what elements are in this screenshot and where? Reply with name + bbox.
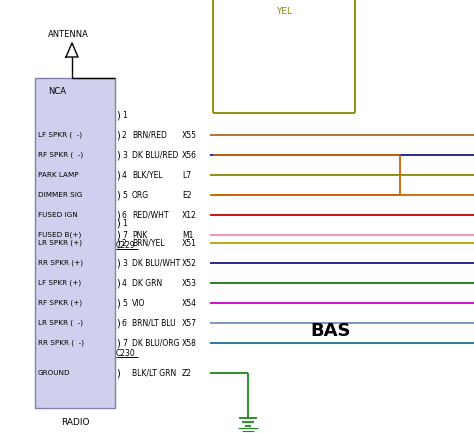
Text: YEL: YEL bbox=[276, 7, 292, 16]
Text: X12: X12 bbox=[182, 210, 197, 220]
Text: C230: C230 bbox=[116, 349, 136, 359]
Text: 6: 6 bbox=[122, 319, 127, 327]
Text: BRN/RED: BRN/RED bbox=[132, 130, 167, 139]
Text: 1: 1 bbox=[122, 110, 127, 120]
Text: RF SPKR (+): RF SPKR (+) bbox=[38, 300, 82, 306]
Text: 2: 2 bbox=[122, 130, 127, 139]
Text: RADIO: RADIO bbox=[61, 418, 89, 427]
Text: 2: 2 bbox=[122, 239, 127, 248]
Text: ANTENNA: ANTENNA bbox=[48, 30, 89, 39]
Text: RF SPKR (  -): RF SPKR ( -) bbox=[38, 152, 83, 158]
Text: BAS: BAS bbox=[310, 322, 350, 340]
Text: BRN/LT BLU: BRN/LT BLU bbox=[132, 319, 176, 327]
Text: FUSED B(+): FUSED B(+) bbox=[38, 232, 81, 238]
Text: 7: 7 bbox=[122, 339, 127, 348]
Text: ): ) bbox=[116, 318, 120, 328]
Text: LR SPKR (+): LR SPKR (+) bbox=[38, 240, 82, 246]
Text: X54: X54 bbox=[182, 298, 197, 307]
Text: LF SPKR (+): LF SPKR (+) bbox=[38, 280, 81, 286]
Text: 4: 4 bbox=[122, 171, 127, 180]
Text: GROUND: GROUND bbox=[38, 370, 71, 376]
Text: ): ) bbox=[116, 230, 120, 240]
Text: X55: X55 bbox=[182, 130, 197, 139]
Text: LF SPKR (  -): LF SPKR ( -) bbox=[38, 132, 82, 138]
Text: ): ) bbox=[116, 218, 120, 228]
Text: ): ) bbox=[116, 258, 120, 268]
Text: DK BLU/ORG: DK BLU/ORG bbox=[132, 339, 180, 348]
Text: ): ) bbox=[116, 368, 120, 378]
Text: ): ) bbox=[116, 170, 120, 180]
Text: 1: 1 bbox=[122, 219, 127, 227]
Text: L7: L7 bbox=[182, 171, 191, 180]
Text: 7: 7 bbox=[122, 230, 127, 239]
Text: LR SPKR (  -): LR SPKR ( -) bbox=[38, 320, 83, 326]
Text: ): ) bbox=[116, 130, 120, 140]
Text: 3: 3 bbox=[122, 259, 127, 268]
Text: ): ) bbox=[116, 278, 120, 288]
Text: 6: 6 bbox=[122, 210, 127, 220]
Text: ): ) bbox=[116, 210, 120, 220]
Text: ): ) bbox=[116, 190, 120, 200]
Text: E2: E2 bbox=[182, 191, 191, 200]
Text: ): ) bbox=[116, 238, 120, 248]
Text: VIO: VIO bbox=[132, 298, 146, 307]
Bar bbox=[35, 78, 115, 408]
Text: M1: M1 bbox=[182, 230, 193, 239]
Text: 4: 4 bbox=[122, 278, 127, 288]
Text: X58: X58 bbox=[182, 339, 197, 348]
Text: PARK LAMP: PARK LAMP bbox=[38, 172, 79, 178]
Text: 5: 5 bbox=[122, 298, 127, 307]
Text: ORG: ORG bbox=[132, 191, 149, 200]
Text: X57: X57 bbox=[182, 319, 197, 327]
Text: X56: X56 bbox=[182, 151, 197, 159]
Text: RED/WHT: RED/WHT bbox=[132, 210, 168, 220]
Text: ): ) bbox=[116, 110, 120, 120]
Text: NCA: NCA bbox=[48, 87, 66, 96]
Text: DK BLU/WHT: DK BLU/WHT bbox=[132, 259, 180, 268]
Text: C229: C229 bbox=[116, 242, 136, 251]
Text: ): ) bbox=[116, 150, 120, 160]
Text: 3: 3 bbox=[122, 151, 127, 159]
Text: FUSED IGN: FUSED IGN bbox=[38, 212, 78, 218]
Text: DK GRN: DK GRN bbox=[132, 278, 162, 288]
Text: BLK/YEL: BLK/YEL bbox=[132, 171, 163, 180]
Text: 5: 5 bbox=[122, 191, 127, 200]
Text: X52: X52 bbox=[182, 259, 197, 268]
Text: ): ) bbox=[116, 298, 120, 308]
Text: PNK: PNK bbox=[132, 230, 147, 239]
Text: BLK/LT GRN: BLK/LT GRN bbox=[132, 368, 176, 378]
Text: RR SPKR (  -): RR SPKR ( -) bbox=[38, 340, 84, 346]
Text: X51: X51 bbox=[182, 239, 197, 248]
Text: DK BLU/RED: DK BLU/RED bbox=[132, 151, 178, 159]
Text: Z2: Z2 bbox=[182, 368, 192, 378]
Text: X53: X53 bbox=[182, 278, 197, 288]
Text: DIMMER SIG: DIMMER SIG bbox=[38, 192, 82, 198]
Text: ): ) bbox=[116, 338, 120, 348]
Text: BRN/YEL: BRN/YEL bbox=[132, 239, 164, 248]
Text: RR SPKR (+): RR SPKR (+) bbox=[38, 260, 83, 266]
